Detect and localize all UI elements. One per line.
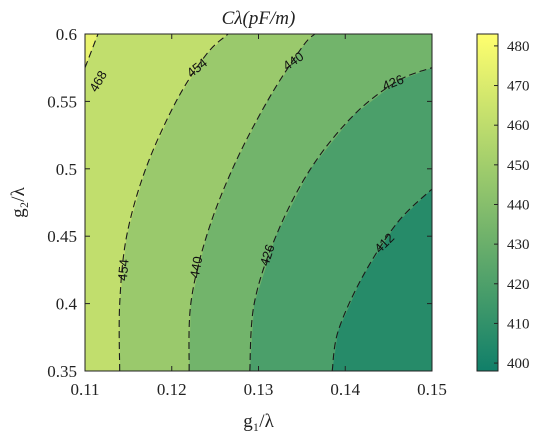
y-tick-label: 0.6 <box>56 25 77 44</box>
x-axis-ticks: 0.11 0.12 0.13 0.14 0.15 <box>70 34 447 399</box>
colorbar-tick-label: 430 <box>507 237 530 253</box>
chart-title: Cλ(pF/m) <box>222 8 296 29</box>
colorbar-tick-label: 400 <box>507 356 530 372</box>
x-tick-label: 0.12 <box>157 380 187 399</box>
colorbar-tick-label: 450 <box>507 158 530 174</box>
contour-line-412 <box>331 188 433 372</box>
colorbar: 400 410 420 430 440 450 460 470 480 <box>476 33 530 372</box>
contour-line-454 <box>118 33 229 372</box>
y-tick-label: 0.4 <box>56 295 78 314</box>
contour-line-440 <box>188 33 316 372</box>
colorbar-tick-label: 470 <box>507 79 530 95</box>
y-tick-label: 0.35 <box>47 362 77 381</box>
contour-region-above-454 <box>85 34 229 371</box>
contour-label-440: 440 <box>187 255 206 279</box>
colorbar-tick-label: 440 <box>507 197 530 213</box>
y-axis-ticks: 0.35 0.4 0.45 0.5 0.55 0.6 <box>47 25 432 381</box>
contour-label-454: 454 <box>115 258 132 281</box>
y-tick-label: 0.55 <box>47 92 77 111</box>
colorbar-tick-label: 460 <box>507 118 530 134</box>
colorbar-tick-label: 480 <box>507 39 530 55</box>
colorbar-scale <box>476 33 499 372</box>
x-axis-label: g₁/λ <box>243 411 274 432</box>
colorbar-tick-label: 420 <box>507 277 530 293</box>
contour-line-468 <box>84 33 99 68</box>
x-tick-label: 0.14 <box>330 380 360 399</box>
y-axis-label: g₂/λ <box>8 186 29 217</box>
contour-label-426: 426 <box>257 242 278 267</box>
x-tick-label: 0.15 <box>417 380 447 399</box>
contour-line-426 <box>249 67 433 372</box>
y-tick-label: 0.5 <box>56 160 77 179</box>
y-tick-label: 0.45 <box>47 227 77 246</box>
x-tick-label: 0.11 <box>70 380 99 399</box>
x-tick-label: 0.13 <box>244 380 274 399</box>
colorbar-tick-label: 410 <box>507 316 530 332</box>
